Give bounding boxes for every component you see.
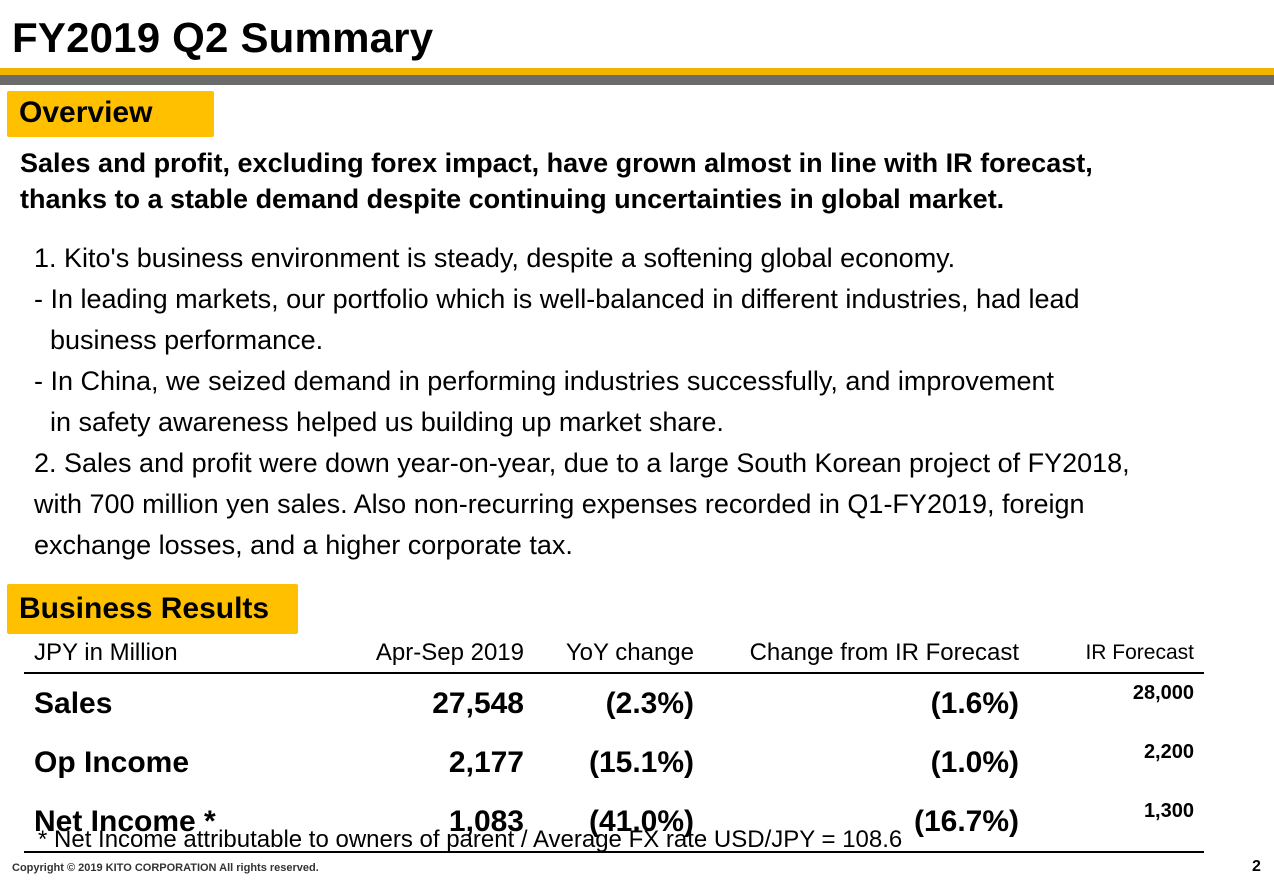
title-rule-grey bbox=[0, 75, 1274, 85]
cell-value: 2,177 bbox=[448, 745, 524, 779]
cell-yoy: (2.3%) bbox=[605, 686, 694, 720]
business-results-tag: Business Results bbox=[7, 584, 298, 634]
body-line: 1. Kito's business environment is steady… bbox=[34, 243, 956, 273]
cell-change-from-forecast: (16.7%) bbox=[704, 792, 1029, 853]
table-row: Op Income 2,177 (15.1%) (1.0%) 2,200 bbox=[24, 733, 1204, 792]
body-line: 2. Sales and profit were down year-on-ye… bbox=[34, 448, 1130, 478]
table-header-row: JPY in Million Apr-Sep 2019 YoY change C… bbox=[24, 634, 1204, 674]
cell-ir-forecast: 2,200 bbox=[1143, 741, 1194, 763]
overview-body: 1. Kito's business environment is steady… bbox=[34, 238, 1254, 566]
cell-yoy: (15.1%) bbox=[588, 745, 694, 779]
row-label: Sales bbox=[34, 686, 113, 720]
cell-change-from-forecast: (1.6%) bbox=[930, 686, 1019, 720]
table-row: Sales 27,548 (2.3%) (1.6%) 28,000 bbox=[24, 673, 1204, 733]
body-line: - In leading markets, our portfolio whic… bbox=[34, 284, 1080, 314]
business-results-table: JPY in Million Apr-Sep 2019 YoY change C… bbox=[24, 634, 1204, 853]
header-unit: JPY in Million bbox=[24, 634, 314, 674]
header-period: Apr-Sep 2019 bbox=[314, 634, 534, 674]
cell-yoy: (41.0%) bbox=[534, 792, 704, 853]
body-line: business performance. bbox=[50, 325, 324, 355]
cell-ir-forecast: 1,300 bbox=[1029, 792, 1204, 853]
table-row: Net Income * 1,083 (41.0%) (16.7%) 1,300 bbox=[24, 792, 1204, 853]
body-line: exchange losses, and a higher corporate … bbox=[34, 530, 573, 560]
row-label: Net Income * bbox=[24, 792, 314, 853]
cell-ir-forecast: 28,000 bbox=[1132, 682, 1194, 704]
body-line: in safety awareness helped us building u… bbox=[50, 407, 724, 437]
overview-tag: Overview bbox=[7, 91, 214, 137]
copyright-notice: Copyright © 2019 KITO CORPORATION All ri… bbox=[12, 862, 319, 874]
headline-line: thanks to a stable demand despite contin… bbox=[20, 184, 1005, 214]
cell-value: 27,548 bbox=[432, 686, 524, 720]
header-yoy: YoY change bbox=[534, 634, 704, 674]
cell-value: 1,083 bbox=[314, 792, 534, 853]
row-label: Op Income bbox=[34, 745, 190, 779]
page-number: 2 bbox=[1252, 858, 1261, 875]
header-ir-forecast: IR Forecast bbox=[1029, 634, 1204, 674]
header-change-from-forecast: Change from IR Forecast bbox=[704, 634, 1029, 674]
title-rule-gold bbox=[0, 68, 1274, 75]
body-line: with 700 million yen sales. Also non-rec… bbox=[34, 489, 1085, 519]
cell-change-from-forecast: (1.0%) bbox=[930, 745, 1019, 779]
overview-headline: Sales and profit, excluding forex impact… bbox=[20, 145, 1250, 217]
headline-line: Sales and profit, excluding forex impact… bbox=[20, 148, 1093, 178]
results-footnote: * Net Income attributable to owners of p… bbox=[38, 826, 903, 853]
body-line: - In China, we seized demand in performi… bbox=[34, 366, 1054, 396]
page-title: FY2019 Q2 Summary bbox=[12, 14, 434, 61]
